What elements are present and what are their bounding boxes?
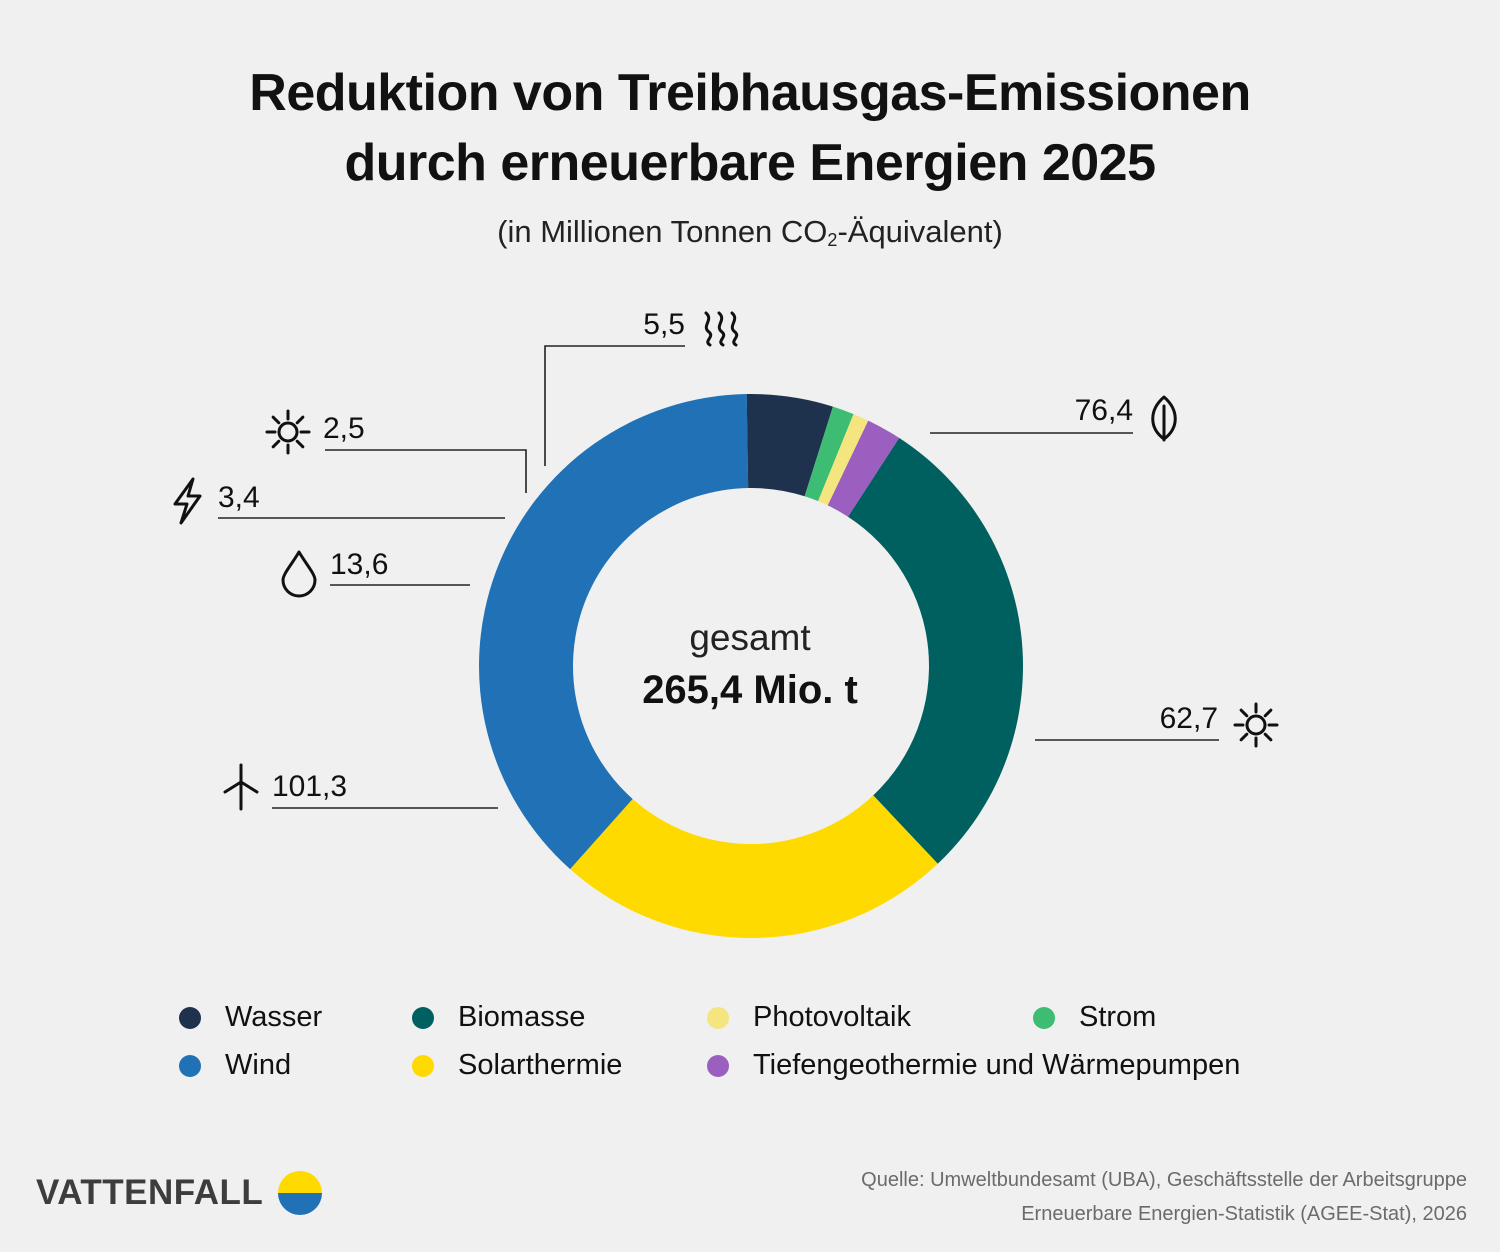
value-label-strom: 3,4 xyxy=(218,481,260,514)
source-note: Quelle: Umweltbundesamt (UBA), Geschäfts… xyxy=(861,1163,1467,1231)
leader-lines xyxy=(218,345,1219,809)
sun-icon xyxy=(1233,702,1279,748)
lightning-icon xyxy=(173,477,202,525)
center-total: 265,4 Mio. t xyxy=(642,668,858,712)
value-label-wasser: 13,6 xyxy=(330,548,388,581)
slice-wasser xyxy=(746,394,833,497)
sun-icon xyxy=(265,409,311,455)
value-label-tiefengeothermie-und-w-rmepumpen: 5,5 xyxy=(643,308,685,341)
slice-tiefengeothermie-und-w-rmepumpen xyxy=(827,420,900,517)
center-label: gesamt xyxy=(689,617,811,658)
value-label-photovoltaik: 2,5 xyxy=(323,412,365,445)
title-line-2: durch erneuerbare Energien 2025 xyxy=(344,134,1156,192)
water-drop-icon xyxy=(281,550,317,598)
brand-wordmark: VATTENFALL xyxy=(36,1173,264,1212)
brand-mark-icon xyxy=(278,1171,323,1215)
leader-line-photovoltaik xyxy=(325,449,527,493)
subtitle-post: -Äquivalent) xyxy=(837,214,1003,249)
slice-solarthermie xyxy=(570,795,938,938)
wind-turbine-icon xyxy=(223,763,259,811)
leaf-icon xyxy=(1151,395,1177,442)
value-label-solarthermie: 62,7 xyxy=(1160,702,1218,735)
value-labels: 76,4 62,7 101,3 13,6 3,4 2,5 5,5 xyxy=(218,308,1218,803)
value-label-wind: 101,3 xyxy=(272,770,347,803)
source-line-1: Quelle: Umweltbundesamt (UBA), Geschäfts… xyxy=(861,1169,1467,1191)
brand-logo: VATTENFALL xyxy=(36,1170,323,1216)
subtitle-subscript: 2 xyxy=(827,230,838,250)
heat-waves-icon xyxy=(704,311,739,347)
chart-title: Reduktion von Treibhausgas-Emissionen du… xyxy=(0,58,1500,198)
source-line-2: Erneuerbare Energien-Statistik (AGEE-Sta… xyxy=(1021,1203,1467,1225)
slice-biomasse xyxy=(847,437,1023,864)
slice-photovoltaik xyxy=(818,414,869,506)
slice-icons xyxy=(173,311,1279,811)
slice-strom xyxy=(804,406,854,502)
value-label-biomasse: 76,4 xyxy=(1075,394,1133,427)
leader-line-tiefengeothermie-und-w-rmepumpen xyxy=(544,345,685,466)
donut-slices xyxy=(478,394,1023,938)
chart-subtitle: (in Millionen Tonnen CO2-Äquivalent) xyxy=(0,214,1500,251)
title-line-1: Reduktion von Treibhausgas-Emissionen xyxy=(249,64,1251,122)
slice-wind xyxy=(478,394,749,870)
subtitle-pre: (in Millionen Tonnen CO xyxy=(497,214,828,249)
